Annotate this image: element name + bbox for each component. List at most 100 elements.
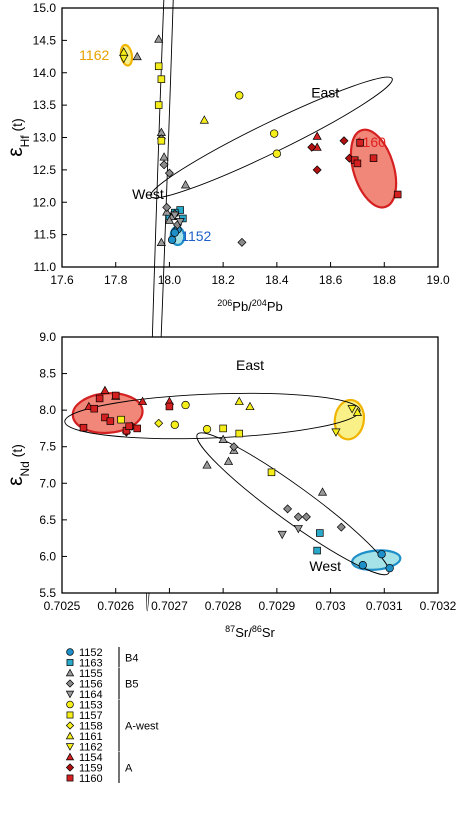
- point-1157: [117, 415, 125, 424]
- point-1153: [270, 129, 279, 138]
- point-1156: [162, 202, 172, 212]
- point-1152: [377, 550, 386, 559]
- point-1155: [154, 34, 164, 43]
- point-1156: [164, 168, 174, 178]
- x-tick-label: 19.0: [426, 273, 450, 287]
- x-tick-label: 18.0: [158, 273, 182, 287]
- y-tick-label: 13.5: [33, 98, 57, 112]
- legend-label-1153: 1153: [79, 700, 103, 712]
- point-1159: [307, 142, 317, 152]
- point-1156: [336, 522, 346, 532]
- x-tick-label: 0.7025: [44, 599, 81, 613]
- point-1152: [385, 563, 394, 573]
- legend-label-1164: 1164: [79, 689, 103, 701]
- annotation-1162: 1162: [79, 47, 109, 63]
- y-tick-label: 14.0: [33, 66, 57, 80]
- legend-marker-1163: [66, 659, 74, 666]
- legend-label-1163: 1163: [79, 658, 103, 670]
- point-1162: [331, 428, 341, 437]
- point-1163: [313, 546, 321, 555]
- legend-marker-1162: [65, 743, 75, 751]
- point-1164: [293, 525, 303, 534]
- legend-label-1158: 1158: [79, 721, 103, 733]
- y-tick-label: 11.0: [34, 260, 57, 274]
- field-outline-1: [64, 392, 361, 440]
- x-tick-label: 0.7026: [97, 599, 134, 613]
- x-tick-label: 0.7031: [366, 599, 403, 613]
- legend-label-1161: 1161: [79, 731, 103, 743]
- y-tick-label: 12.0: [33, 195, 57, 209]
- point-1160: [125, 422, 133, 430]
- point-1153: [235, 91, 244, 100]
- point-1155: [218, 434, 228, 443]
- y-tick-label: 9.0: [39, 330, 56, 344]
- legend-marker-1158: [65, 721, 75, 730]
- point-1160: [393, 190, 402, 199]
- legend-marker-1156: [65, 679, 75, 688]
- legend-label-1162: 1162: [79, 742, 103, 754]
- point-1157: [235, 429, 244, 438]
- annotation-east: East: [311, 84, 339, 100]
- point-1161: [234, 396, 244, 405]
- y-axis-label: εNd (t): [4, 444, 32, 486]
- x-axis-label: 206Pb/204Pb: [217, 298, 282, 314]
- annotation-1152: 1152: [181, 228, 211, 244]
- legend-label-1157: 1157: [79, 710, 103, 722]
- point-1156: [301, 512, 311, 522]
- point-1152: [167, 235, 177, 244]
- point-1153: [272, 149, 282, 158]
- point-1156: [159, 160, 169, 170]
- point-1160: [79, 423, 88, 432]
- legend-label-1155: 1155: [79, 668, 103, 680]
- point-1157: [154, 62, 163, 71]
- point-1156: [283, 504, 293, 514]
- legend-label-1160: 1160: [79, 773, 103, 785]
- y-tick-label: 6.5: [39, 513, 56, 527]
- field-outline-2: [196, 432, 390, 576]
- point-1155: [164, 215, 175, 224]
- annotation-west: West: [309, 558, 341, 574]
- y-tick-label: 15.0: [33, 1, 57, 15]
- point-1160: [95, 394, 104, 403]
- x-tick-label: 17.8: [104, 273, 128, 287]
- point-1164: [175, 218, 185, 227]
- legend-label-1159: 1159: [79, 763, 103, 775]
- point-1155: [159, 152, 169, 161]
- point-1156: [229, 442, 239, 452]
- point-1152: [358, 561, 367, 570]
- point-1157: [157, 136, 166, 145]
- point-1159: [339, 136, 349, 146]
- annotation-east: East: [236, 357, 264, 373]
- legend-group-b4: B4: [125, 652, 138, 664]
- point-1156: [293, 512, 303, 522]
- point-1155: [202, 460, 212, 469]
- point-1161: [199, 115, 209, 124]
- point-1154: [312, 131, 322, 140]
- point-1160: [369, 154, 378, 162]
- y-axis-label: εHf (t): [4, 118, 32, 156]
- x-axis-label: 87Sr/86Sr: [225, 624, 275, 640]
- point-1159: [312, 165, 322, 175]
- point-1160: [356, 138, 364, 147]
- legend-label-1156: 1156: [79, 679, 103, 691]
- point-1160: [133, 424, 141, 433]
- point-1157: [267, 468, 276, 477]
- point-1160: [106, 417, 115, 425]
- legend-group-b5: B5: [125, 679, 138, 691]
- y-tick-label: 7.0: [39, 476, 56, 490]
- x-tick-label: 0.7029: [259, 599, 296, 613]
- x-tick-label: 18.2: [211, 273, 235, 287]
- legend-marker-1159: [65, 763, 75, 772]
- point-1155: [132, 51, 142, 61]
- point-1153: [202, 425, 212, 434]
- field-outline-2: [146, 0, 183, 612]
- point-1161: [352, 407, 363, 416]
- point-1152: [170, 228, 179, 237]
- point-1160: [90, 404, 98, 413]
- y-tick-label: 8.0: [39, 403, 56, 417]
- y-tick-label: 14.5: [33, 33, 57, 47]
- legend-marker-1154: [65, 752, 75, 761]
- legend-marker-1155: [65, 668, 75, 677]
- annotation-west: West: [132, 186, 164, 202]
